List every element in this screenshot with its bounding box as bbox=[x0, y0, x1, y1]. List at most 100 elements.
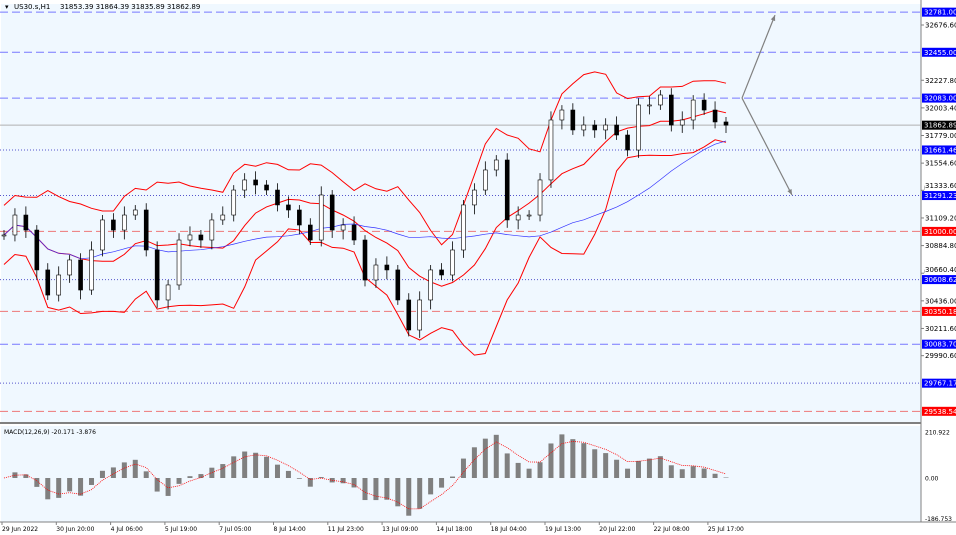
candle-body bbox=[439, 269, 444, 276]
candle-body bbox=[461, 204, 466, 251]
x-tick-label: 18 Jul 04:00 bbox=[491, 526, 527, 533]
candle-body bbox=[417, 299, 422, 331]
macd-histogram-bar bbox=[154, 478, 160, 492]
y-tick-label: 32003.40 bbox=[925, 105, 956, 113]
candle-body bbox=[701, 99, 707, 111]
arrow-up[interactable] bbox=[741, 14, 776, 99]
level-label: 32781.00 bbox=[924, 9, 956, 17]
level-label-bg bbox=[922, 93, 956, 103]
candle-body bbox=[165, 284, 171, 301]
y-tick-label: 30211.60 bbox=[925, 325, 956, 333]
macd-histogram-bar bbox=[220, 464, 226, 478]
candle-body bbox=[614, 124, 619, 136]
y-tick-label: 30884.80 bbox=[925, 242, 956, 250]
macd-histogram-bar bbox=[614, 459, 620, 478]
macd-histogram-bar bbox=[646, 458, 652, 478]
candle-body bbox=[143, 209, 149, 251]
macd-histogram-bar bbox=[570, 439, 576, 478]
x-tick-label: 5 Jul 19:00 bbox=[165, 526, 197, 533]
macd-histogram-bar bbox=[253, 452, 259, 478]
macd-histogram-bar bbox=[668, 465, 674, 478]
candle-body bbox=[559, 109, 565, 121]
level-label-bg bbox=[922, 226, 956, 236]
candle-body bbox=[89, 249, 94, 291]
candle-body bbox=[395, 269, 401, 301]
macd-histogram-bar bbox=[537, 462, 543, 478]
candle-body bbox=[537, 179, 543, 216]
macd-histogram-bar bbox=[56, 478, 62, 498]
candle-body bbox=[351, 224, 357, 241]
macd-histogram-bar bbox=[384, 478, 390, 500]
macd-histogram-bar bbox=[373, 478, 379, 501]
y-tick-label: 31779.00 bbox=[925, 132, 956, 140]
y-tick-label: 31109.20 bbox=[925, 214, 956, 222]
macd-histogram-bar bbox=[428, 478, 434, 495]
macd-histogram-bar bbox=[143, 471, 149, 478]
candle-body bbox=[428, 269, 433, 301]
macd-histogram-bar bbox=[296, 478, 302, 479]
level-label: 32083.00 bbox=[924, 95, 956, 103]
level-label: 31661.46 bbox=[924, 146, 956, 154]
level-label-bg bbox=[922, 7, 956, 17]
arrow-up-head bbox=[770, 15, 776, 22]
price-pane[interactable] bbox=[1, 4, 921, 422]
macd-histogram-bar bbox=[417, 478, 423, 509]
candle-body bbox=[23, 214, 29, 231]
macd-histogram-bar bbox=[23, 474, 29, 478]
macd-histogram-bar bbox=[635, 460, 641, 478]
macd-histogram-bar bbox=[187, 476, 193, 478]
macd-histogram-bar bbox=[515, 462, 521, 478]
candle-body bbox=[625, 134, 630, 151]
candle-body bbox=[264, 184, 269, 191]
macd-histogram-bar bbox=[460, 458, 466, 478]
x-tick-label: 8 Jul 14:00 bbox=[274, 526, 306, 533]
level-label: 32455.00 bbox=[924, 49, 956, 57]
candle-body bbox=[111, 219, 116, 231]
candle-body bbox=[723, 121, 729, 126]
macd-histogram-bar bbox=[526, 468, 532, 478]
macd-histogram-bar bbox=[264, 456, 270, 478]
macd-histogram-bar bbox=[450, 476, 456, 478]
level-label-bg bbox=[922, 339, 956, 349]
candle-body bbox=[493, 159, 499, 171]
candle-body bbox=[231, 189, 237, 216]
candle-body bbox=[636, 104, 641, 151]
current-price-bg bbox=[922, 120, 956, 130]
candle-body bbox=[483, 169, 488, 191]
candle-body bbox=[362, 239, 368, 281]
x-tick-label: 14 Jul 18:00 bbox=[436, 526, 472, 533]
candle-body bbox=[198, 234, 204, 241]
macd-signal-line bbox=[3, 440, 727, 510]
arrow-down[interactable] bbox=[741, 97, 793, 196]
candle-body bbox=[592, 124, 598, 131]
y-tick-label: 31333.60 bbox=[925, 182, 956, 190]
macd-histogram-bar bbox=[110, 467, 116, 478]
candle-body bbox=[176, 239, 182, 286]
moving-average-line bbox=[3, 140, 727, 260]
macd-histogram-bar bbox=[581, 443, 587, 478]
symbol-label: US30.s,H1 bbox=[14, 3, 50, 11]
macd-histogram-bar bbox=[132, 459, 138, 478]
candle-body bbox=[318, 194, 324, 241]
macd-histogram-bar bbox=[657, 456, 663, 478]
bollinger-upper-band bbox=[3, 71, 727, 246]
candle-body bbox=[690, 99, 696, 121]
macd-histogram-bar bbox=[231, 456, 237, 478]
macd-histogram-bar bbox=[99, 470, 105, 478]
level-label-bg bbox=[922, 306, 956, 316]
candle-body bbox=[220, 214, 226, 221]
macd-histogram-bar bbox=[406, 478, 412, 516]
candle-body bbox=[570, 109, 576, 131]
level-label-bg bbox=[922, 47, 956, 57]
x-tick-label: 7 Jul 05:00 bbox=[219, 526, 251, 533]
symbol-menu-icon[interactable]: ▾ bbox=[5, 3, 9, 11]
level-label: 30083.70 bbox=[924, 341, 956, 349]
macd-histogram-bar bbox=[165, 478, 171, 496]
x-tick-label: 30 Jun 20:00 bbox=[56, 526, 94, 533]
y-tick-label: 30436.00 bbox=[925, 297, 956, 305]
x-tick-label: 13 Jul 09:00 bbox=[382, 526, 418, 533]
candle-body bbox=[603, 124, 608, 131]
macd-histogram-bar bbox=[603, 453, 609, 478]
candle-body bbox=[154, 249, 160, 301]
